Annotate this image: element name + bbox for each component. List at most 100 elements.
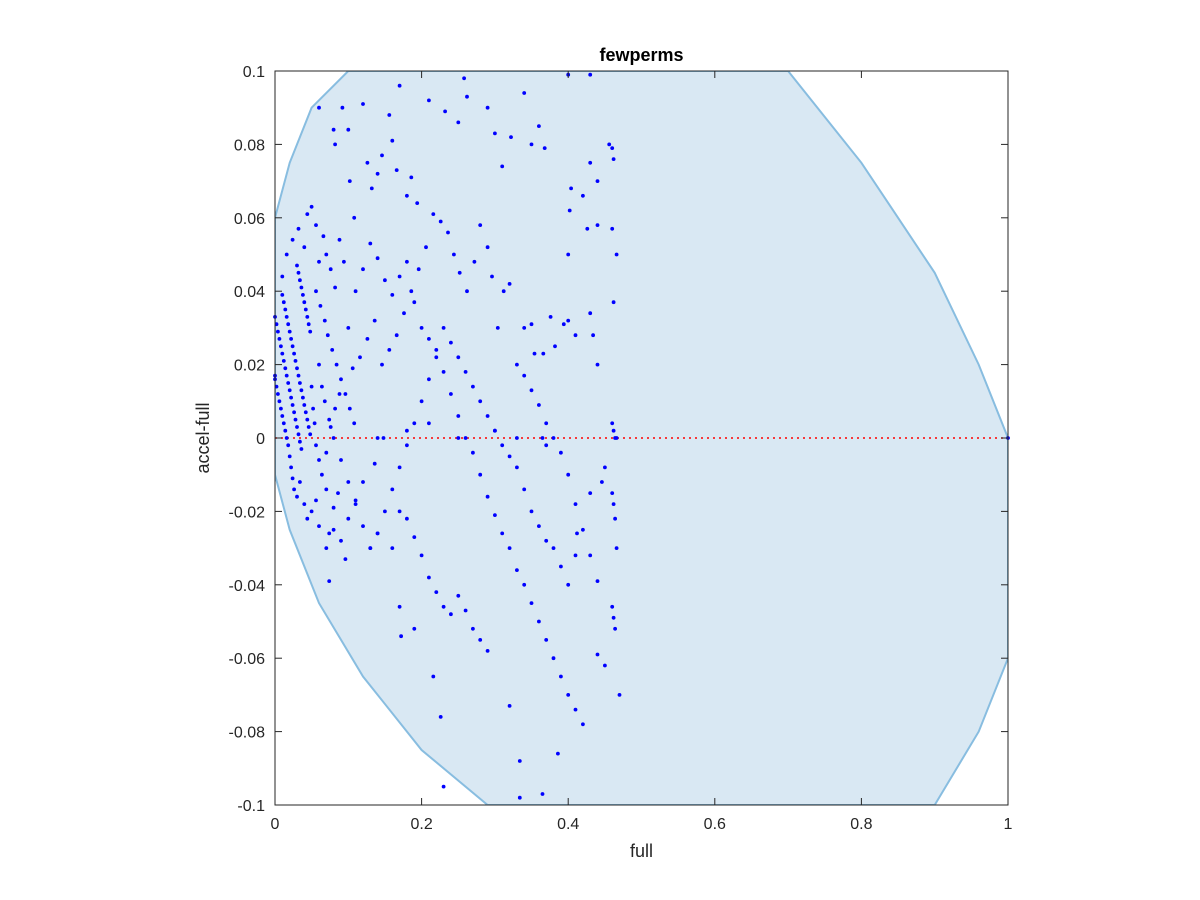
- data-point: [324, 252, 329, 257]
- data-point: [314, 498, 318, 503]
- data-point: [287, 329, 292, 334]
- data-point: [438, 715, 443, 719]
- data-point: [493, 131, 497, 136]
- data-point: [295, 263, 299, 268]
- data-point: [507, 704, 512, 708]
- data-point: [361, 480, 365, 484]
- data-point: [573, 707, 578, 712]
- data-point: [293, 359, 298, 363]
- data-point: [613, 626, 617, 631]
- y-tick-label: -0.08: [229, 725, 266, 742]
- data-point: [485, 494, 490, 499]
- data-point: [434, 355, 439, 360]
- data-point: [610, 421, 615, 426]
- data-point: [296, 432, 301, 437]
- data-point: [331, 127, 336, 132]
- data-point: [317, 458, 321, 462]
- data-point: [553, 344, 557, 349]
- data-point: [309, 204, 314, 209]
- data-point: [331, 505, 336, 510]
- data-point: [559, 450, 563, 455]
- data-point: [317, 362, 321, 367]
- data-point: [301, 395, 305, 400]
- y-axis-ticks: -0.1 -0.08 -0.06 -0.04 -0.02 0 0.02 0.04 0.06 0.0…: [229, 64, 1008, 815]
- data-point: [314, 443, 318, 448]
- data-point: [277, 337, 282, 341]
- data-point: [280, 351, 285, 356]
- data-point: [443, 109, 447, 114]
- data-point: [353, 289, 358, 294]
- data-point: [302, 502, 307, 506]
- data-point: [456, 120, 461, 125]
- data-point: [471, 384, 475, 389]
- data-point: [409, 289, 414, 294]
- data-point: [283, 307, 288, 312]
- data-point: [611, 157, 616, 162]
- data-point: [412, 421, 417, 426]
- data-point: [581, 193, 585, 198]
- x-tick-label: 0: [271, 816, 280, 833]
- data-point: [346, 326, 351, 330]
- data-point: [283, 366, 288, 371]
- data-point: [541, 351, 546, 356]
- data-point: [585, 226, 590, 231]
- y-tick-label: -0.02: [229, 504, 266, 521]
- data-point: [471, 626, 475, 631]
- data-point: [537, 124, 541, 128]
- y-axis-label: accel-full: [193, 402, 213, 473]
- data-point: [302, 300, 307, 305]
- data-point: [311, 406, 315, 411]
- data-point: [394, 333, 399, 338]
- data-point: [390, 138, 395, 143]
- data-point: [287, 388, 292, 393]
- data-point: [478, 472, 483, 477]
- data-point: [383, 278, 387, 283]
- data-point: [320, 384, 324, 389]
- data-point: [544, 421, 549, 426]
- data-point: [303, 410, 308, 415]
- data-point: [305, 212, 310, 217]
- data-point: [333, 406, 337, 411]
- data-point: [390, 546, 395, 550]
- data-point: [556, 751, 560, 756]
- data-point: [614, 546, 619, 550]
- data-point: [441, 604, 446, 609]
- data-point: [281, 421, 286, 426]
- data-point: [441, 784, 446, 789]
- data-point: [347, 179, 352, 184]
- data-point: [381, 436, 386, 440]
- data-point: [342, 259, 346, 264]
- data-point: [322, 318, 327, 323]
- data-point: [588, 311, 593, 316]
- data-point: [328, 267, 333, 272]
- data-point: [434, 590, 439, 594]
- data-point: [330, 348, 335, 352]
- data-point: [306, 322, 311, 327]
- data-point: [611, 428, 616, 433]
- data-point: [472, 259, 477, 264]
- data-point: [478, 223, 483, 228]
- data-point: [441, 370, 446, 374]
- data-point: [317, 105, 321, 110]
- data-point: [336, 491, 340, 495]
- data-point: [276, 392, 280, 396]
- data-point: [493, 513, 497, 517]
- data-point: [324, 450, 329, 455]
- data-point: [529, 601, 534, 605]
- data-point: [380, 153, 384, 158]
- data-point: [544, 638, 549, 642]
- data-point: [375, 171, 380, 176]
- data-point: [427, 377, 431, 382]
- data-point: [301, 293, 305, 297]
- data-point: [397, 509, 402, 514]
- data-point: [465, 289, 469, 294]
- data-point: [327, 417, 332, 422]
- data-point: [595, 579, 600, 583]
- data-point: [368, 546, 373, 550]
- data-point: [295, 366, 299, 371]
- x-axis-ticks: 0 0.2 0.4 0.6 0.8 1: [271, 71, 1013, 833]
- x-tick-label: 1: [1004, 816, 1013, 833]
- data-point: [296, 270, 301, 275]
- data-point: [305, 516, 310, 521]
